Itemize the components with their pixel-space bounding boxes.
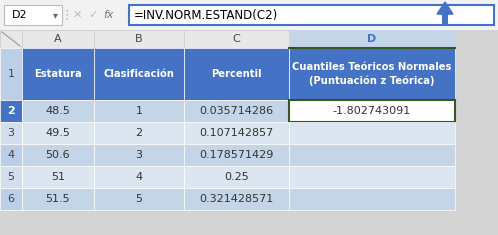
FancyBboxPatch shape [184, 100, 289, 122]
Text: 0.107142857: 0.107142857 [199, 128, 273, 138]
FancyBboxPatch shape [94, 166, 184, 188]
FancyBboxPatch shape [184, 48, 289, 100]
FancyBboxPatch shape [0, 188, 22, 210]
Text: 1: 1 [135, 106, 142, 116]
Text: A: A [54, 34, 62, 44]
FancyBboxPatch shape [4, 5, 62, 25]
FancyBboxPatch shape [94, 100, 184, 122]
FancyBboxPatch shape [94, 122, 184, 144]
FancyBboxPatch shape [22, 188, 94, 210]
FancyBboxPatch shape [0, 30, 22, 48]
FancyBboxPatch shape [442, 14, 448, 24]
Text: 51: 51 [51, 172, 65, 182]
Text: 48.5: 48.5 [45, 106, 70, 116]
Text: 0.321428571: 0.321428571 [199, 194, 273, 204]
FancyBboxPatch shape [289, 166, 455, 188]
FancyBboxPatch shape [0, 100, 22, 122]
FancyBboxPatch shape [184, 144, 289, 166]
Text: 2: 2 [135, 128, 142, 138]
FancyBboxPatch shape [22, 166, 94, 188]
FancyBboxPatch shape [0, 48, 22, 100]
Text: 5: 5 [7, 172, 14, 182]
FancyBboxPatch shape [184, 30, 289, 48]
Text: 4: 4 [7, 150, 14, 160]
Text: 3: 3 [7, 128, 14, 138]
FancyBboxPatch shape [22, 144, 94, 166]
Text: B: B [135, 34, 143, 44]
Text: 2: 2 [7, 106, 15, 116]
FancyBboxPatch shape [289, 188, 455, 210]
Text: D: D [368, 34, 376, 44]
FancyBboxPatch shape [94, 30, 184, 48]
FancyBboxPatch shape [289, 144, 455, 166]
FancyBboxPatch shape [184, 166, 289, 188]
Text: 0.178571429: 0.178571429 [199, 150, 274, 160]
FancyBboxPatch shape [22, 100, 94, 122]
FancyBboxPatch shape [0, 166, 22, 188]
Text: 1: 1 [7, 69, 14, 79]
Text: Estatura: Estatura [34, 69, 82, 79]
Text: fx: fx [104, 10, 114, 20]
Text: C: C [233, 34, 241, 44]
FancyBboxPatch shape [129, 5, 494, 25]
FancyBboxPatch shape [22, 122, 94, 144]
FancyBboxPatch shape [22, 30, 94, 48]
FancyBboxPatch shape [0, 122, 22, 144]
Text: Clasificación: Clasificación [104, 69, 174, 79]
FancyBboxPatch shape [94, 144, 184, 166]
Text: 6: 6 [7, 194, 14, 204]
Text: ▾: ▾ [53, 10, 57, 20]
Text: 3: 3 [135, 150, 142, 160]
Text: =INV.NORM.ESTAND(C2): =INV.NORM.ESTAND(C2) [134, 8, 278, 21]
FancyBboxPatch shape [289, 30, 455, 48]
Text: 4: 4 [135, 172, 142, 182]
FancyBboxPatch shape [94, 48, 184, 100]
FancyBboxPatch shape [0, 144, 22, 166]
Text: ⋮: ⋮ [61, 8, 73, 21]
FancyBboxPatch shape [94, 188, 184, 210]
Text: Cuantiles Teóricos Normales
(Puntuación z Teórica): Cuantiles Teóricos Normales (Puntuación … [292, 62, 452, 86]
Text: -1.802743091: -1.802743091 [333, 106, 411, 116]
FancyBboxPatch shape [22, 48, 94, 100]
Text: 0.25: 0.25 [224, 172, 249, 182]
FancyBboxPatch shape [289, 48, 455, 100]
FancyBboxPatch shape [0, 0, 498, 30]
FancyBboxPatch shape [289, 100, 455, 122]
FancyBboxPatch shape [184, 188, 289, 210]
Text: D2: D2 [12, 10, 27, 20]
Text: 50.6: 50.6 [46, 150, 70, 160]
Text: 51.5: 51.5 [46, 194, 70, 204]
Polygon shape [437, 2, 453, 14]
FancyBboxPatch shape [184, 122, 289, 144]
Text: 5: 5 [135, 194, 142, 204]
Text: Percentil: Percentil [211, 69, 262, 79]
Text: 49.5: 49.5 [45, 128, 70, 138]
FancyBboxPatch shape [289, 122, 455, 144]
Text: ✓: ✓ [88, 10, 98, 20]
Text: 0.035714286: 0.035714286 [199, 106, 273, 116]
Text: ✕: ✕ [72, 10, 82, 20]
